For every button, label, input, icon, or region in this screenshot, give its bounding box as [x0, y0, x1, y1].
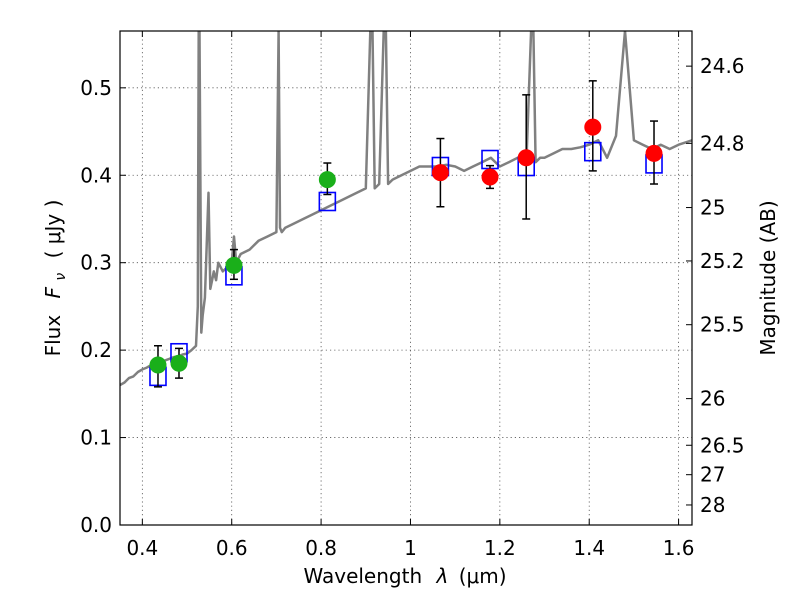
y2-tick-label: 25.5 [700, 313, 745, 337]
y-tick-label: 0.5 [80, 76, 112, 100]
y2-axis-title: Magnitude (AB) [756, 200, 780, 355]
x-tick-label: 1.2 [484, 536, 516, 560]
y2-tick-label: 26.5 [700, 433, 745, 457]
y-tick-label: 0.2 [80, 338, 112, 362]
y-tick-label: 0.0 [80, 513, 112, 537]
y2-tick-label: 24.8 [700, 131, 745, 155]
green-data-point [318, 171, 336, 189]
red-data-point [431, 164, 449, 182]
green-data-point [170, 354, 188, 372]
x-tick-label: 0.4 [126, 536, 158, 560]
y2-tick-label: 28 [700, 493, 725, 517]
y2-tick-label: 27 [700, 463, 725, 487]
y-tick-label: 0.3 [80, 251, 112, 275]
x-tick-label: 1.6 [663, 536, 695, 560]
y2-tick-label: 25.2 [700, 249, 745, 273]
x-tick-label: 0.8 [305, 536, 337, 560]
plot-frame [119, 30, 693, 526]
green-data-point [149, 356, 167, 374]
red-data-point [517, 149, 535, 167]
y2-tick-label: 26 [700, 387, 725, 411]
model-spectrum-line [120, 31, 692, 387]
red-data-point [584, 118, 602, 136]
y-tick-label: 0.1 [80, 426, 112, 450]
marker-layer [149, 80, 663, 388]
x-tick-label: 1.4 [573, 536, 605, 560]
x-axis-title: Wavelength λ (μm) [303, 564, 506, 588]
y-tick-label: 0.4 [80, 163, 112, 187]
red-data-point [481, 168, 499, 186]
tick-layer: 0.4 0.6 0.8 1 1.2 1.4 1.6 0.0 0.1 0.2 0.3 0.4 0.5 24.… [80, 31, 745, 560]
y2-tick-label: 25 [700, 196, 725, 220]
green-data-point [225, 256, 243, 274]
spectrum-layer [120, 31, 692, 387]
x-tick-label: 1 [404, 536, 417, 560]
x-tick-label: 0.6 [216, 536, 248, 560]
red-data-point [645, 144, 663, 162]
y2-tick-label: 24.6 [700, 54, 745, 78]
y-axis-title: Flux F ν ( μJy ) [41, 200, 70, 357]
